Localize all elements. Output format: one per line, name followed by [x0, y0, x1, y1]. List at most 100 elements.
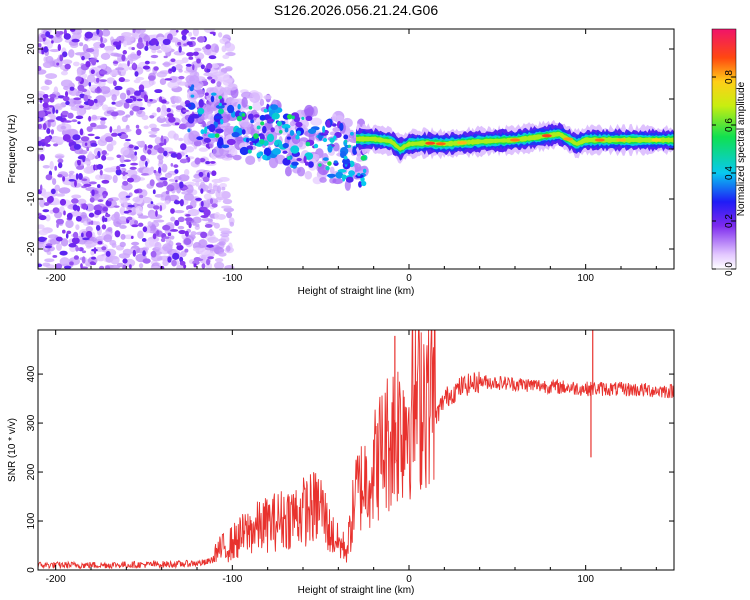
spectrogram-speckle	[81, 250, 87, 254]
spectrogram-speckle	[75, 245, 79, 252]
spectrogram-speckle	[93, 204, 102, 212]
spectrogram-hotspot	[218, 102, 222, 107]
spectrogram-background-cell	[140, 196, 153, 204]
spectrogram-background-cell	[147, 221, 152, 227]
spectrogram-hotspot	[301, 116, 305, 120]
spectrogram-blob	[215, 104, 225, 109]
spectrogram-speckle	[127, 209, 132, 213]
spectrogram-background-cell	[42, 61, 53, 69]
spectrogram-speckle	[127, 177, 134, 183]
spectrogram-hotspot	[341, 174, 347, 180]
spectrogram-background-cell	[52, 178, 57, 186]
spectrogram-speckle	[38, 236, 46, 243]
spectrogram-background-cell	[203, 48, 212, 56]
spectrogram-speckle	[199, 158, 206, 163]
spectrogram-speckle	[118, 77, 126, 83]
spectrogram-background-cell	[71, 194, 82, 199]
spectrogram-speckle	[63, 265, 72, 269]
spectrogram-speckle	[44, 46, 48, 49]
spectrogram-blob	[331, 123, 337, 127]
spectrogram-speckle	[59, 54, 64, 62]
spectrogram-speckle	[55, 236, 63, 242]
spectrogram-speckle	[190, 36, 197, 40]
snr-panel: -200 -100 0 100 0 100 200 300 400 Height of str…	[7, 329, 675, 596]
spectrogram-blob	[204, 92, 209, 96]
spectrogram-hotspot	[347, 144, 351, 148]
spectrogram-speckle	[46, 111, 52, 115]
spectrogram-background-cell	[177, 81, 188, 86]
spectrogram-halo	[322, 169, 327, 175]
spectrogram-speckle	[49, 93, 57, 99]
spectrogram-halo	[296, 166, 306, 177]
spectrogram-speckle	[93, 246, 97, 255]
spectrogram-speckle	[139, 194, 144, 199]
spectrogram-background-cell	[174, 59, 185, 65]
spectrogram-speckle	[209, 31, 216, 35]
spectrogram-background-cell	[185, 184, 194, 194]
spectrogram-blob	[200, 129, 205, 135]
spectrogram-speckle	[52, 106, 55, 114]
spectrogram-background-cell	[150, 266, 162, 269]
spectrogram-background-cell	[119, 195, 126, 204]
spectrogram-blob	[307, 128, 317, 134]
spectrogram-background-cell	[137, 230, 144, 239]
spectrogram-speckle	[88, 221, 92, 225]
spectrogram-background-cell	[201, 217, 213, 222]
spectrogram-speckle	[147, 149, 152, 155]
spectrogram-speckle	[160, 99, 167, 104]
spectrogram-halo	[268, 156, 279, 169]
spectrogram-background-cell	[191, 178, 203, 183]
spectrogram-speckle	[49, 97, 55, 103]
spectrogram-background-cell	[67, 82, 74, 88]
spectrogram-speckle	[145, 160, 148, 168]
spectrogram-blob	[334, 131, 342, 138]
spectrogram-background-cell	[149, 134, 157, 138]
spectrogram-speckle	[85, 48, 95, 53]
spectrogram-speckle	[200, 200, 204, 207]
y-tick-label: 400	[26, 365, 37, 382]
spectrogram-speckle	[65, 232, 69, 239]
spectrogram-background-cell	[119, 224, 127, 229]
spectrogram-speckle	[44, 135, 51, 143]
spectrogram-blob	[343, 134, 349, 140]
spectrogram-blob	[286, 136, 291, 140]
spectrogram-background-cell	[85, 226, 93, 233]
spectrogram-speckle	[94, 209, 102, 216]
spectrogram-speckle	[173, 164, 179, 168]
spectrogram-speckle	[134, 151, 137, 156]
spectrogram-halo	[188, 80, 200, 88]
spectrogram-background-cell	[109, 71, 119, 77]
spectrogram-blob	[208, 123, 216, 133]
spectrogram-speckle	[127, 216, 133, 221]
spectrogram-speckle	[46, 128, 51, 134]
spectrogram-blob	[339, 122, 344, 131]
spectrogram-speckle	[128, 264, 132, 269]
spectrogram-blob	[217, 136, 224, 146]
spectrogram-background-cell	[177, 266, 184, 269]
spectrogram-blob	[281, 123, 291, 130]
spectrogram-halo	[193, 140, 202, 147]
spectrogram-speckle	[76, 165, 84, 170]
spectrogram-speckle	[50, 129, 55, 135]
spectrogram-background-cell	[100, 119, 106, 126]
spectrogram-background-cell	[225, 245, 231, 252]
spectrogram-background-cell	[190, 231, 197, 236]
spectrogram-hotspot	[241, 113, 246, 117]
spectrogram-speckle	[107, 198, 114, 202]
spectrogram-blob	[333, 160, 338, 164]
spectrogram-speckle	[54, 165, 58, 171]
spectrogram-background-cell	[187, 208, 200, 217]
spectrogram-speckle	[179, 181, 184, 189]
spectrogram-background-cell	[154, 136, 162, 145]
spectrogram-speckle	[62, 51, 68, 58]
spectrogram-speckle	[166, 33, 173, 41]
spectrogram-speckle	[194, 157, 201, 165]
spectrogram-hotspot	[259, 138, 265, 145]
spectrogram-speckle	[127, 204, 135, 208]
spectrogram-blob	[345, 176, 354, 183]
spectrogram-speckle	[69, 86, 75, 91]
spectrogram-background-cell	[131, 241, 140, 246]
spectrogram-blob	[241, 129, 246, 135]
spectrogram-blob	[284, 127, 289, 133]
spectrogram-halo	[230, 148, 238, 157]
